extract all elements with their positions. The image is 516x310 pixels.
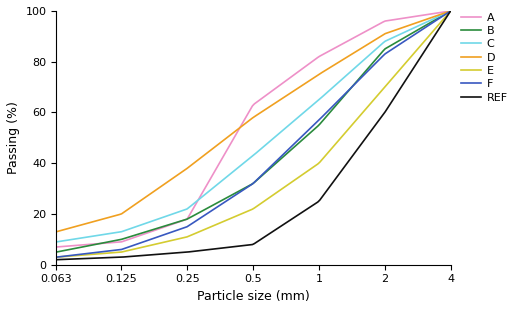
D	[428, 16, 434, 20]
A	[414, 14, 420, 18]
Line: E: E	[56, 11, 450, 257]
F	[126, 245, 133, 249]
D	[69, 226, 75, 229]
Line: D: D	[56, 11, 450, 232]
D	[447, 9, 454, 13]
B	[53, 250, 59, 254]
B	[126, 235, 133, 239]
B	[77, 246, 83, 249]
REF	[126, 255, 133, 259]
C	[77, 236, 83, 240]
A	[126, 237, 133, 241]
E	[447, 9, 454, 13]
C	[69, 237, 75, 241]
F	[414, 31, 420, 35]
C	[158, 216, 165, 220]
C	[53, 240, 59, 244]
F	[77, 253, 83, 256]
REF	[69, 257, 75, 261]
B	[158, 225, 165, 229]
E	[158, 241, 165, 245]
D	[77, 224, 83, 227]
Line: F: F	[56, 11, 450, 257]
F	[428, 22, 434, 26]
Line: B: B	[56, 11, 450, 252]
Line: A: A	[56, 11, 450, 247]
C	[428, 18, 434, 22]
A	[69, 244, 75, 248]
Line: REF: REF	[56, 11, 450, 260]
E	[414, 48, 420, 52]
F	[53, 255, 59, 259]
D	[53, 230, 59, 234]
F	[69, 254, 75, 257]
F	[158, 234, 165, 237]
A	[428, 12, 434, 16]
Y-axis label: Passing (%): Passing (%)	[7, 101, 20, 174]
C	[414, 25, 420, 29]
E	[53, 255, 59, 259]
B	[428, 20, 434, 24]
E	[69, 254, 75, 258]
REF	[53, 258, 59, 262]
REF	[428, 40, 434, 43]
D	[158, 184, 165, 188]
REF	[414, 61, 420, 65]
REF	[447, 9, 454, 13]
X-axis label: Particle size (mm): Particle size (mm)	[197, 290, 310, 303]
C	[447, 9, 454, 13]
D	[126, 206, 133, 210]
C	[126, 227, 133, 231]
A	[158, 226, 165, 230]
A	[447, 9, 454, 13]
Line: C: C	[56, 11, 450, 242]
E	[428, 32, 434, 36]
REF	[158, 252, 165, 256]
E	[126, 248, 133, 252]
E	[77, 254, 83, 257]
B	[414, 29, 420, 32]
Legend: A, B, C, D, E, F, REF: A, B, C, D, E, F, REF	[460, 11, 509, 104]
F	[447, 9, 454, 13]
B	[447, 9, 454, 13]
D	[414, 21, 420, 24]
B	[69, 247, 75, 251]
A	[53, 245, 59, 249]
REF	[77, 257, 83, 261]
A	[77, 243, 83, 247]
